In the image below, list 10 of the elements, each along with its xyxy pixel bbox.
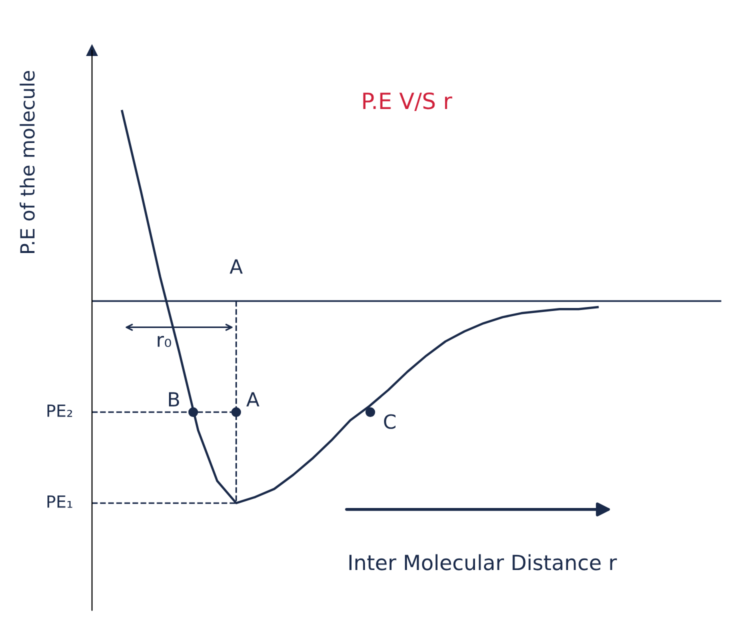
ref-line-label: PE₁ xyxy=(47,496,72,508)
chart-title: P.E V/S r xyxy=(363,92,452,111)
y-axis-title: P.E of the molecule xyxy=(20,70,35,253)
x-axis-title: Inter Molecular Distance r xyxy=(349,554,617,570)
ref-line-label: PE₂ xyxy=(47,404,72,417)
annotation: r₀ xyxy=(158,336,172,348)
annotation: A xyxy=(230,259,243,274)
annotation: C xyxy=(384,414,396,429)
annotation: A xyxy=(246,392,260,406)
annotation: B xyxy=(168,392,180,406)
